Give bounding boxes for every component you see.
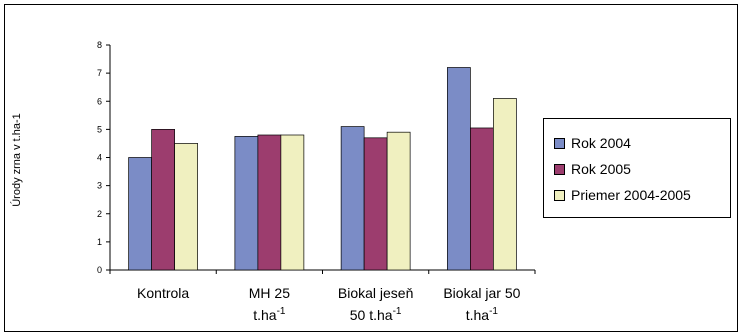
- y-tick-label: 5: [97, 124, 102, 134]
- legend-label: Priemer 2004-2005: [571, 187, 691, 203]
- unit-base: t.ha: [466, 307, 490, 323]
- unit-base: t.ha: [253, 307, 277, 323]
- legend-item-rok-2005: Rok 2005: [554, 159, 631, 179]
- x-category-label: Kontrola: [137, 285, 189, 301]
- legend-swatch: [554, 189, 565, 201]
- y-tick-label: 1: [97, 237, 102, 247]
- unit-base: 50 t.ha: [350, 307, 393, 323]
- legend-item-priemer: Priemer 2004-2005: [554, 185, 691, 205]
- bar: [174, 143, 198, 271]
- legend-swatch: [554, 163, 565, 175]
- unit-superscript: -1: [277, 306, 286, 317]
- bar: [128, 157, 152, 271]
- bar: [151, 129, 175, 271]
- legend-label: Rok 2005: [571, 161, 631, 177]
- bar: [447, 67, 471, 271]
- bar: [340, 126, 365, 271]
- bar: [493, 98, 517, 271]
- y-tick-label: 3: [97, 181, 102, 191]
- chart-frame: 0 1 2 3 4 5 6 7 8 Kontrola MH 25 t.ha-1 Biokal jeseň…: [4, 4, 738, 332]
- x-category-label-unit: t.ha-1: [253, 306, 286, 323]
- x-category-label-unit: 50 t.ha-1: [350, 306, 402, 323]
- y-tick-label: 0: [97, 265, 102, 275]
- y-tick-label: 7: [97, 68, 102, 78]
- x-category-label: MH 25: [249, 285, 290, 301]
- bar: [386, 131, 411, 271]
- unit-superscript: -1: [489, 306, 498, 317]
- bar: [234, 136, 259, 271]
- y-tick-label: 4: [97, 153, 102, 163]
- y-axis-title-wrap: Úrody zrna v t.ha-1: [11, 45, 23, 275]
- bar: [470, 127, 494, 271]
- x-category-label: Biokal jeseň: [338, 285, 414, 301]
- legend-swatch: [554, 137, 565, 149]
- legend-label: Rok 2004: [571, 135, 631, 151]
- x-category-label-unit: t.ha-1: [466, 306, 499, 323]
- y-tick-label: 8: [97, 40, 102, 50]
- bar: [257, 134, 282, 271]
- y-axis-title: Úrody zrna v t.ha-1: [11, 113, 23, 207]
- legend: Rok 2004 Rok 2005 Priemer 2004-2005: [543, 118, 731, 218]
- x-category-label: Biokal jar 50: [443, 285, 520, 301]
- y-tick-label: 2: [97, 209, 102, 219]
- bar: [363, 137, 388, 271]
- y-tick-label: 6: [97, 96, 102, 106]
- unit-superscript: -1: [393, 306, 402, 317]
- legend-item-rok-2004: Rok 2004: [554, 133, 631, 153]
- bar: [280, 134, 305, 271]
